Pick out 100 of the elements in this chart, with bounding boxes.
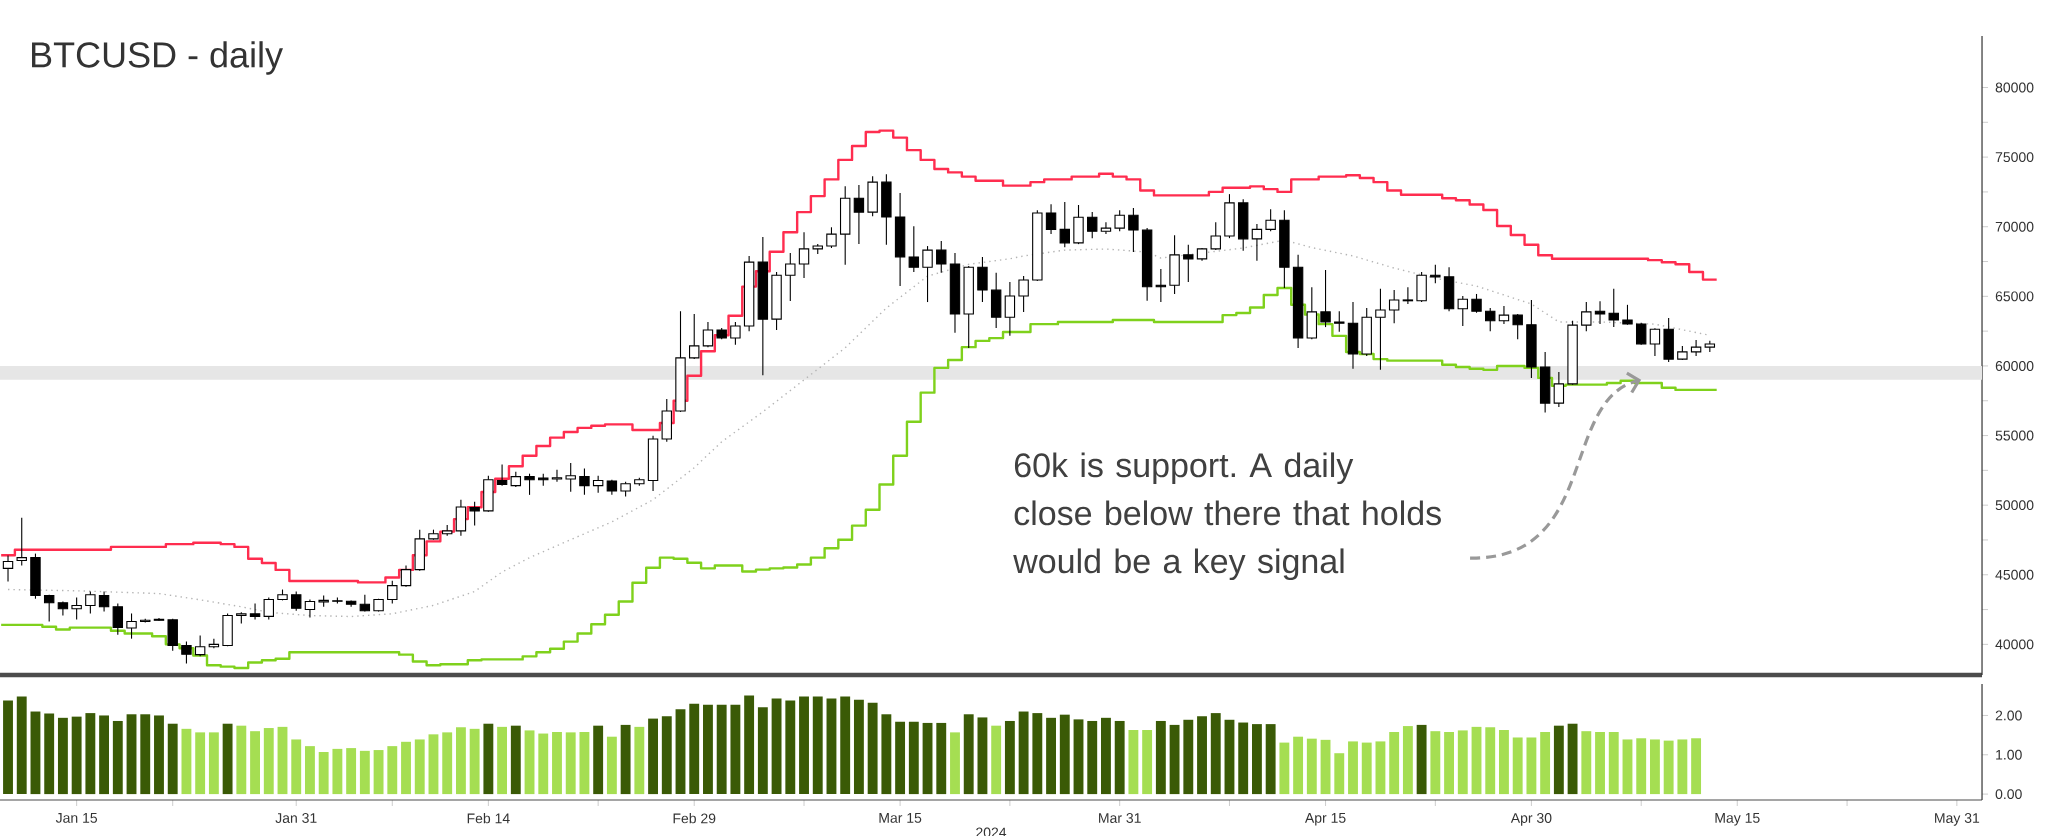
candlestick bbox=[43, 594, 55, 623]
x-tick-label: May 31 bbox=[1935, 813, 1980, 826]
candlestick bbox=[181, 640, 192, 664]
candlestick bbox=[1128, 207, 1139, 253]
bar bbox=[414, 739, 425, 795]
candlestick bbox=[16, 517, 27, 567]
bar bbox=[332, 748, 343, 795]
bar bbox=[579, 731, 590, 795]
bar bbox=[936, 722, 947, 795]
candlestick bbox=[1594, 300, 1606, 325]
x-tick-label: May 15 bbox=[1715, 813, 1760, 826]
bar bbox=[867, 702, 878, 795]
bar bbox=[675, 709, 686, 795]
bar bbox=[1073, 719, 1084, 795]
x-tick-label: Mar 31 bbox=[1099, 813, 1141, 823]
candlestick bbox=[1485, 307, 1496, 332]
bar bbox=[895, 721, 906, 795]
bar bbox=[963, 714, 974, 795]
bar bbox=[1512, 737, 1523, 795]
candlestick bbox=[936, 240, 947, 274]
bar bbox=[1677, 739, 1688, 795]
candlestick bbox=[1183, 244, 1194, 283]
bar bbox=[1334, 753, 1345, 795]
y-tick-label: 40000 bbox=[1995, 639, 2034, 650]
candlestick bbox=[1320, 269, 1331, 328]
bar bbox=[1265, 724, 1276, 795]
candlestick bbox=[1334, 310, 1345, 333]
bar bbox=[689, 703, 700, 795]
candlestick bbox=[1004, 281, 1016, 337]
candlestick bbox=[1498, 305, 1510, 325]
bar bbox=[538, 733, 549, 795]
candlestick bbox=[1045, 203, 1057, 235]
candlestick bbox=[291, 591, 302, 612]
bar bbox=[1402, 726, 1413, 795]
bar bbox=[291, 739, 302, 795]
bar bbox=[112, 720, 123, 795]
y-tick-label: 80000 bbox=[1995, 82, 2034, 93]
bar bbox=[1306, 738, 1317, 795]
bar bbox=[44, 713, 55, 795]
x-tick-label: Jan 15 bbox=[55, 813, 98, 823]
candlestick bbox=[908, 225, 920, 273]
bar bbox=[785, 700, 796, 795]
bar bbox=[799, 696, 809, 795]
y-tick-label: 45000 bbox=[1995, 569, 2034, 580]
bar bbox=[908, 721, 919, 795]
bar bbox=[716, 704, 727, 795]
bar bbox=[1389, 731, 1400, 795]
bar bbox=[1416, 724, 1427, 795]
bar bbox=[593, 725, 604, 795]
x-tick-label: Feb 29 bbox=[673, 813, 716, 824]
bar bbox=[1114, 720, 1125, 795]
candlestick bbox=[826, 226, 837, 249]
bar bbox=[977, 717, 988, 795]
bar bbox=[277, 726, 288, 795]
candlestick bbox=[1512, 313, 1523, 340]
y-tick-label: 60000 bbox=[1995, 361, 2034, 371]
candlestick bbox=[1608, 288, 1619, 328]
bar bbox=[1169, 724, 1180, 795]
y-tick-label: 55000 bbox=[1995, 430, 2034, 441]
bar bbox=[1087, 720, 1098, 795]
bar bbox=[1540, 731, 1551, 795]
bar bbox=[1444, 731, 1455, 795]
candlestick bbox=[400, 565, 412, 588]
bar bbox=[1293, 736, 1304, 795]
bar bbox=[1348, 741, 1358, 795]
bar bbox=[1581, 731, 1592, 795]
chart-title: BTCUSD - daily bbox=[32, 41, 283, 75]
bar bbox=[387, 746, 398, 795]
bar bbox=[85, 713, 96, 795]
bar bbox=[757, 707, 768, 795]
bar bbox=[661, 716, 672, 795]
bar bbox=[1142, 730, 1153, 795]
bar bbox=[840, 696, 851, 795]
candlestick bbox=[1649, 327, 1661, 357]
bar bbox=[3, 700, 13, 795]
bar bbox=[442, 732, 453, 795]
candlestick bbox=[1471, 293, 1482, 314]
candlestick bbox=[1018, 275, 1029, 313]
bar bbox=[373, 750, 384, 795]
candlestick bbox=[1402, 286, 1414, 305]
candlestick bbox=[853, 184, 865, 245]
candlestick bbox=[579, 467, 590, 496]
candlestick bbox=[455, 499, 467, 537]
bar bbox=[1046, 717, 1056, 795]
candlestick bbox=[702, 321, 714, 348]
bar bbox=[1018, 711, 1029, 795]
candlestick bbox=[85, 591, 96, 615]
candlestick bbox=[1100, 221, 1112, 235]
y-tick-label: 50000 bbox=[1995, 500, 2034, 511]
candlestick bbox=[785, 252, 796, 302]
bar bbox=[991, 725, 1002, 795]
bar bbox=[359, 750, 370, 795]
bar bbox=[1663, 740, 1674, 795]
bar bbox=[195, 732, 206, 795]
bar bbox=[1691, 738, 1702, 795]
bar bbox=[1224, 719, 1235, 795]
bar bbox=[181, 728, 192, 795]
candlestick bbox=[469, 501, 480, 527]
y-tick-label: 65000 bbox=[1995, 291, 2034, 302]
candlestick bbox=[387, 580, 398, 605]
